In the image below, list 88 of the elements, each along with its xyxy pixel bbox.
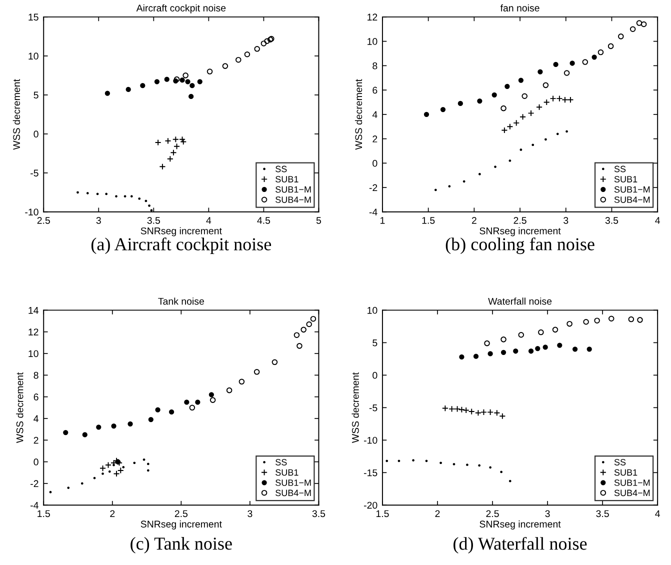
x-tick-label: 2 xyxy=(110,510,115,518)
y-tick-label: 0 xyxy=(372,160,378,167)
x-tick-label: 3 xyxy=(248,510,252,518)
legend-label: SUB4−M xyxy=(276,490,311,496)
x-tick-label: 3.5 xyxy=(596,510,609,518)
y-tick-label: -15 xyxy=(364,469,378,476)
x-tick-label: 1.5 xyxy=(376,510,389,518)
y-tick-label: 6 xyxy=(372,86,378,94)
y-tick-label: 4 xyxy=(372,111,378,118)
legend-label: SS xyxy=(276,459,287,466)
legend-label: SUB4−M xyxy=(614,196,650,203)
text: (b) cooling fan noise xyxy=(446,237,594,254)
x-tick-label: 3.5 xyxy=(312,510,326,518)
y-tick-label: 2 xyxy=(34,436,38,444)
y-axis-title: WSS decrement xyxy=(352,372,359,443)
y-tick-label: 8 xyxy=(372,62,378,70)
y-tick-label: 10 xyxy=(28,350,38,358)
x-tick-label: 5 xyxy=(316,217,322,224)
y-tick-label: 5 xyxy=(34,92,38,99)
x-tick-label: 2 xyxy=(472,216,476,224)
y-tick-label: 10 xyxy=(28,52,38,60)
chart-title: Tank noise xyxy=(158,298,204,305)
x-tick-label: 1.5 xyxy=(38,510,50,518)
chart-title: Waterfall noise xyxy=(488,298,552,305)
chart-title: fan noise xyxy=(500,4,540,12)
y-tick-label: 8 xyxy=(34,372,38,379)
y-tick-label: 10 xyxy=(368,38,378,45)
legend-label: SUB4−M xyxy=(276,196,311,203)
y-tick-label: -2 xyxy=(369,184,378,192)
legend-label: SUB1 xyxy=(614,176,638,182)
y-tick-label: -4 xyxy=(369,208,378,216)
y-tick-label: -10 xyxy=(364,436,378,444)
y-tick-label: 15 xyxy=(28,14,38,21)
x-tick-label: 2 xyxy=(435,510,440,518)
chart-title: Aircraft cockpit noise xyxy=(136,4,226,14)
legend-label: SS xyxy=(276,166,287,172)
y-axis-title: WSS decrement xyxy=(354,79,362,150)
x-tick-label: 3 xyxy=(96,216,101,224)
y-tick-label: 6 xyxy=(34,394,38,400)
legend-label: SUB1−M xyxy=(614,186,650,193)
x-axis-title: SNRseg increment xyxy=(140,520,222,530)
y-tick-label: 0 xyxy=(34,458,38,466)
y-tick-label: 2 xyxy=(372,136,378,142)
x-axis-title: SNRseg increment xyxy=(480,227,561,236)
x-tick-label: 4 xyxy=(655,510,660,518)
y-tick-label: -2 xyxy=(30,480,38,487)
x-tick-label: 4.5 xyxy=(257,217,270,224)
y-tick-label: -4 xyxy=(30,502,38,509)
x-tick-label: 1 xyxy=(380,217,385,224)
legend-label: SUB1 xyxy=(276,469,298,476)
text: (d) Waterfall noise xyxy=(454,536,587,554)
x-tick-label: 3 xyxy=(564,216,568,224)
x-tick-label: 2.5 xyxy=(174,510,188,518)
x-tick-label: 4 xyxy=(655,217,660,224)
legend-label: SUB1−M xyxy=(276,479,311,486)
y-axis-title: WSS decrement xyxy=(16,372,24,443)
y-tick-label: 12 xyxy=(28,328,38,336)
y-tick-label: 0 xyxy=(372,372,378,379)
y-tick-label: -20 xyxy=(364,502,378,509)
text: (a) Aircraft cockpit noise xyxy=(91,237,272,254)
x-tick-label: 2.5 xyxy=(514,216,526,224)
x-tick-label: 3 xyxy=(545,510,550,518)
y-axis-title: WSS decrement xyxy=(12,79,20,150)
x-axis-title: SNRseg increment xyxy=(140,227,222,236)
y-tick-label: 4 xyxy=(34,415,38,422)
legend-label: SUB1 xyxy=(614,469,638,476)
y-tick-label: -10 xyxy=(25,208,38,216)
y-tick-label: 10 xyxy=(368,306,378,314)
y-tick-label: 0 xyxy=(34,130,38,138)
x-tick-label: 1.5 xyxy=(422,217,435,224)
x-tick-label: 4 xyxy=(206,217,212,224)
legend-label: SUB1−M xyxy=(614,479,650,486)
y-tick-label: 5 xyxy=(372,340,378,346)
y-tick-label: -5 xyxy=(369,404,378,412)
y-tick-label: -5 xyxy=(30,170,38,177)
text: (c) Tank noise xyxy=(130,537,232,554)
y-tick-label: 14 xyxy=(28,307,38,314)
legend-label: SUB4−M xyxy=(614,490,650,496)
legend-label: SS xyxy=(614,166,626,172)
x-tick-label: 2.5 xyxy=(486,510,499,518)
x-tick-label: 3.5 xyxy=(605,216,618,224)
y-tick-label: 12 xyxy=(368,14,378,20)
legend-label: SS xyxy=(614,459,626,466)
legend-label: SUB1−M xyxy=(276,186,311,193)
x-axis-title: SNRseg increment xyxy=(480,520,561,530)
legend-label: SUB1 xyxy=(276,176,298,182)
x-tick-label: 2.5 xyxy=(37,216,50,224)
x-tick-label: 3.5 xyxy=(147,216,160,224)
